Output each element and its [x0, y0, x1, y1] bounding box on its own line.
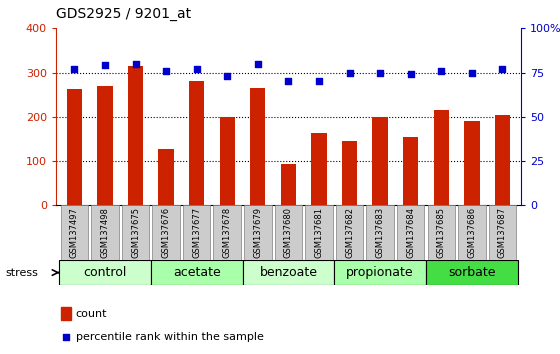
Bar [433, 110, 449, 205]
Text: GSM137675: GSM137675 [131, 207, 140, 258]
Text: GDS2925 / 9201_at: GDS2925 / 9201_at [56, 7, 191, 21]
Text: sorbate: sorbate [448, 266, 496, 279]
Text: GSM137677: GSM137677 [192, 207, 201, 258]
Point [162, 68, 171, 74]
Text: GSM137683: GSM137683 [376, 207, 385, 258]
Bar [128, 66, 143, 205]
Point [406, 72, 415, 77]
FancyBboxPatch shape [366, 205, 394, 260]
Text: GSM137676: GSM137676 [162, 207, 171, 258]
Text: GSM137685: GSM137685 [437, 207, 446, 258]
Text: GSM137680: GSM137680 [284, 207, 293, 258]
Text: GSM137679: GSM137679 [253, 207, 262, 258]
Bar [464, 121, 479, 205]
Point [100, 63, 109, 68]
Bar [250, 88, 265, 205]
Text: GSM137684: GSM137684 [406, 207, 415, 258]
FancyBboxPatch shape [244, 205, 272, 260]
Text: percentile rank within the sample: percentile rank within the sample [76, 332, 263, 342]
FancyBboxPatch shape [397, 205, 424, 260]
Bar [311, 133, 326, 205]
Point [253, 61, 262, 67]
Point [468, 70, 477, 75]
Point [315, 79, 324, 84]
Bar [158, 149, 174, 205]
FancyBboxPatch shape [151, 260, 242, 285]
FancyBboxPatch shape [426, 260, 518, 285]
Text: stress: stress [6, 268, 39, 278]
Bar [495, 115, 510, 205]
Point [223, 73, 232, 79]
Point [70, 66, 79, 72]
Text: count: count [76, 309, 107, 319]
Text: GSM137498: GSM137498 [100, 207, 109, 258]
Bar [189, 81, 204, 205]
FancyBboxPatch shape [427, 205, 455, 260]
FancyBboxPatch shape [60, 205, 88, 260]
FancyBboxPatch shape [59, 260, 151, 285]
FancyBboxPatch shape [91, 205, 119, 260]
Point [376, 70, 385, 75]
Text: GSM137678: GSM137678 [223, 207, 232, 258]
Text: control: control [83, 266, 127, 279]
FancyBboxPatch shape [122, 205, 150, 260]
FancyBboxPatch shape [183, 205, 211, 260]
Point [498, 66, 507, 72]
FancyBboxPatch shape [213, 205, 241, 260]
Bar [372, 117, 388, 205]
Text: GSM137686: GSM137686 [468, 207, 477, 258]
Text: GSM137687: GSM137687 [498, 207, 507, 258]
Text: GSM137497: GSM137497 [70, 207, 79, 258]
Bar [60, 307, 71, 320]
Bar [97, 86, 113, 205]
Point [284, 79, 293, 84]
Point [192, 66, 201, 72]
Point [131, 61, 140, 67]
Text: acetate: acetate [173, 266, 221, 279]
Bar [403, 137, 418, 205]
Point [61, 334, 70, 339]
Text: GSM137681: GSM137681 [315, 207, 324, 258]
Bar [67, 89, 82, 205]
FancyBboxPatch shape [152, 205, 180, 260]
FancyBboxPatch shape [274, 205, 302, 260]
FancyBboxPatch shape [458, 205, 486, 260]
Bar [342, 141, 357, 205]
FancyBboxPatch shape [336, 205, 363, 260]
Text: benzoate: benzoate [259, 266, 318, 279]
Point [437, 68, 446, 74]
FancyBboxPatch shape [334, 260, 426, 285]
FancyBboxPatch shape [305, 205, 333, 260]
Point [345, 70, 354, 75]
Bar [281, 164, 296, 205]
Bar [220, 117, 235, 205]
FancyBboxPatch shape [489, 205, 516, 260]
FancyBboxPatch shape [242, 260, 334, 285]
Text: propionate: propionate [346, 266, 414, 279]
Text: GSM137682: GSM137682 [345, 207, 354, 258]
